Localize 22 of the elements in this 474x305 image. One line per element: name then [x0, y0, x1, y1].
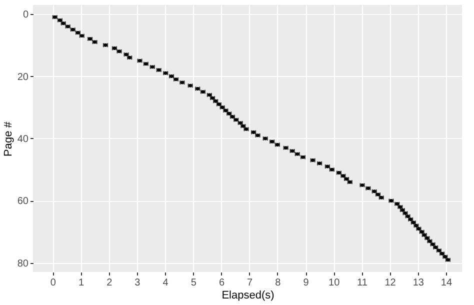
x-tick-label: 8: [275, 278, 282, 288]
y-tick-label: 0: [22, 10, 29, 21]
x-tick-label: 7: [247, 278, 254, 288]
x-tick-label: 5: [190, 278, 197, 288]
x-tick-label: 10: [328, 278, 340, 288]
x-tick-label: 14: [440, 278, 452, 288]
y-tick-label: 60: [17, 196, 29, 208]
x-tick-label: 6: [218, 278, 225, 288]
x-tick-label: 9: [303, 278, 310, 288]
y-tick-label: 80: [17, 258, 29, 270]
x-tick-label: 12: [384, 278, 396, 288]
y-tick-label: 20: [17, 72, 29, 83]
x-tick-label: 2: [106, 278, 113, 288]
x-tick-label: 3: [134, 278, 141, 288]
y-tick-label: 40: [17, 134, 29, 145]
y-axis-title: Page #: [2, 120, 14, 156]
x-tick-label: 1: [78, 278, 84, 288]
x-tick-label: 4: [162, 278, 169, 288]
x-tick-label: 0: [50, 278, 56, 288]
x-tick-label: 13: [412, 278, 424, 288]
x-tick-label: 11: [357, 278, 368, 288]
x-axis-title: Elapsed(s): [222, 290, 274, 302]
